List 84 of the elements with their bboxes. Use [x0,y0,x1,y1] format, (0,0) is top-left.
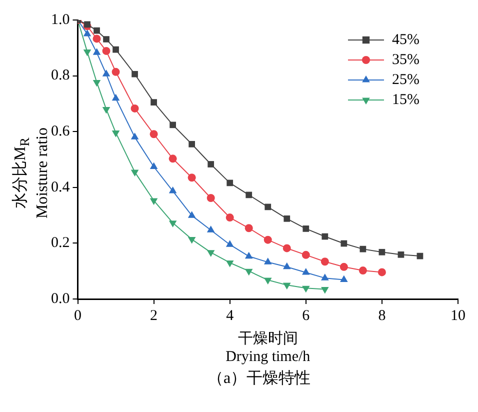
point [168,220,177,228]
point [150,198,158,206]
point [83,29,92,36]
point [102,107,110,114]
point [264,258,272,264]
point [282,262,291,270]
point [282,282,291,290]
y-tick-label: 0.2 [51,235,70,252]
point [92,80,101,87]
legend-label: 35% [392,52,420,68]
x-axis-title: 干燥时间 Drying time/h [226,330,311,365]
x-tick-label: 4 [226,308,234,324]
point [340,240,348,247]
point [112,130,120,138]
y-tick-label: 1.0 [51,12,70,28]
point [321,286,329,294]
y-tick-label: 0.4 [51,179,70,196]
legend-label: 25% [392,72,420,88]
point [302,250,310,259]
point [188,140,196,148]
point [244,252,253,259]
point [103,36,110,42]
point [102,46,110,55]
point [112,68,120,76]
y-tick-label: 0.6 [51,124,70,140]
x-tick-label: 2 [150,308,158,324]
point [340,262,348,271]
legend-label: 45% [392,32,420,48]
point [398,251,404,258]
point [320,258,329,266]
point [378,248,386,256]
point [130,170,139,177]
point [206,194,215,202]
point [264,236,272,244]
point [206,250,215,257]
point [150,130,158,138]
point [150,162,158,170]
point [321,274,329,280]
point [340,275,348,282]
x-tick-label: 6 [302,308,310,324]
point [188,211,196,218]
point [102,70,110,76]
text: （a）干燥特性 [206,369,312,389]
point [302,226,310,232]
point [302,286,310,293]
x-tick-label: 10 [450,308,466,324]
point [112,46,119,53]
point [246,192,252,198]
x-tick-label: 0 [74,308,82,324]
point [358,266,367,275]
point [112,94,120,101]
point [94,27,100,34]
point [188,174,196,182]
point [322,233,328,240]
point [130,104,139,112]
legend-label: 15% [392,92,420,108]
point [244,268,253,276]
point [92,34,101,43]
y-tick-label: 0.0 [51,290,70,307]
point [282,244,291,252]
point [84,21,90,28]
point [226,260,234,268]
point [226,240,234,247]
point [302,268,310,275]
point [168,186,177,194]
point [378,268,386,276]
y-tick-label: 0.8 [51,68,70,84]
point [244,224,253,232]
point [130,132,139,140]
point [188,237,196,244]
point [168,154,177,163]
point [226,214,234,222]
point [170,122,176,128]
x-tick-label: 8 [378,308,386,324]
point [208,161,214,168]
point [92,48,101,55]
point [226,180,234,186]
point [284,215,290,222]
point [264,278,272,285]
point [83,50,92,56]
point [132,70,138,78]
point [264,204,272,210]
point [150,99,157,106]
point [206,226,215,232]
